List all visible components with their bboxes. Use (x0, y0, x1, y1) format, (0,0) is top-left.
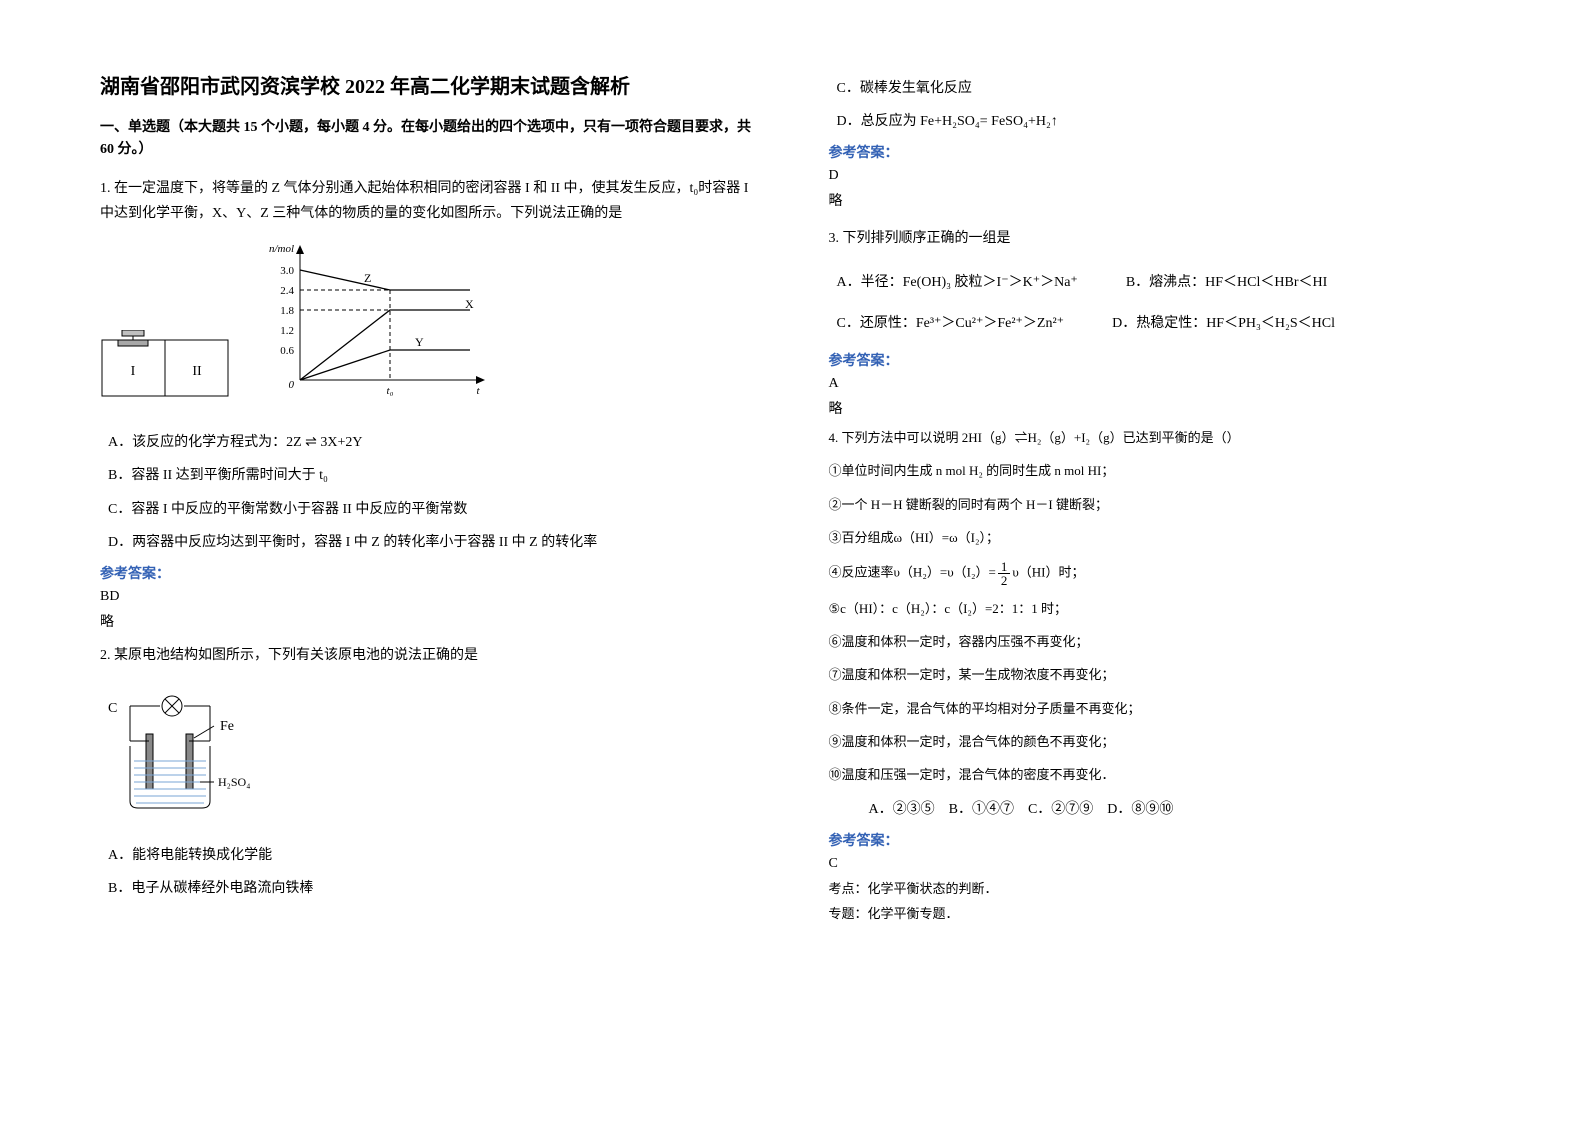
q3-answer-label: 参考答案： (829, 350, 1488, 370)
q1-answer-label: 参考答案： (100, 563, 759, 583)
q4-item-8: ⑧条件一定，混合气体的平均相对分子质量不再变化； (829, 697, 1488, 720)
q4-item-1: ①单位时间内生成 n mol H₂ 的同时生成 n mol HI； (829, 459, 1488, 482)
svg-text:t₀: t₀ (387, 385, 394, 397)
svg-text:t: t (476, 385, 480, 397)
q1-answer: BD (100, 589, 759, 605)
electrode-C-label: C (108, 701, 117, 716)
q1-option-A: A．该反应的化学方程式为：2Z ⇌ 3X+2Y (108, 430, 759, 455)
q2-diagram: C Fe H₂SO₄ (100, 686, 270, 816)
q3-option-A: A．半径：Fe(OH)₃ 胶粒＞I⁻＞K⁺＞Na⁺ (837, 270, 1078, 295)
q4-special: 专题：化学平衡专题． (829, 903, 1488, 922)
q4-frac-bot: 2 (998, 574, 1011, 587)
q2-option-D: D．总反应为 Fe+H₂SO₄= FeSO₄+H₂↑ (837, 109, 1488, 134)
q2-answer: D (829, 168, 1488, 184)
q3-option-C: C．还原性：Fe³⁺＞Cu²⁺＞Fe²⁺＞Zn²⁺ (837, 311, 1065, 336)
q4-item-5: ⑤c（HI）：c（H₂）：c（I₂）=2：1：1 时； (829, 597, 1488, 620)
container-II-label: II (192, 364, 202, 379)
q4-answer-label: 参考答案： (829, 830, 1488, 850)
svg-text:2.4: 2.4 (280, 285, 294, 297)
q1-option-C: C．容器 I 中反应的平衡常数小于容器 II 中反应的平衡常数 (108, 497, 759, 522)
svg-text:0: 0 (289, 379, 295, 391)
electrode-Fe-label: Fe (220, 719, 234, 734)
svg-text:1.8: 1.8 (280, 305, 294, 317)
q4-item-10: ⑩温度和压强一定时，混合气体的密度不再变化． (829, 763, 1488, 786)
q4-item-7: ⑦温度和体积一定时，某一生成物浓度不再变化； (829, 663, 1488, 686)
section-heading: 一、单选题（本大题共 15 个小题，每小题 4 分。在每小题给出的四个选项中，只… (100, 117, 759, 162)
svg-text:Y: Y (415, 335, 424, 349)
q1-figure-row: I II n/mol 3.0 2.4 1.8 1.2 0.6 0 (100, 240, 759, 400)
solution-label: H₂SO₄ (218, 775, 250, 789)
q2-option-A: A．能将电能转换成化学能 (108, 843, 759, 868)
q4-answer: C (829, 856, 1488, 872)
svg-text:Z: Z (364, 271, 371, 285)
q3-option-D: D．热稳定性：HF＜PH₃＜H₂S＜HCl (1112, 311, 1335, 336)
svg-text:n/mol: n/mol (269, 243, 294, 255)
q3-note: 略 (829, 398, 1488, 418)
q3-answer: A (829, 376, 1488, 392)
q4-item-4-pre: ④反应速率υ（H₂）=υ（I₂）= (829, 564, 996, 579)
svg-text:3.0: 3.0 (280, 265, 294, 277)
q3-stem: 3. 下列排列顺序正确的一组是 (829, 226, 1488, 251)
q2-note: 略 (829, 190, 1488, 210)
q1-note: 略 (100, 611, 759, 631)
svg-text:X: X (465, 297, 474, 311)
q4-frac-top: 1 (998, 560, 1011, 574)
q4-item-9: ⑨温度和体积一定时，混合气体的颜色不再变化； (829, 730, 1488, 753)
q1-containers: I II (100, 330, 230, 400)
q2-stem: 2. 某原电池结构如图所示，下列有关该原电池的说法正确的是 (100, 643, 759, 668)
q4-options: A．②③⑤ B．①④⑦ C．②⑦⑨ D．⑧⑨⑩ (869, 797, 1488, 822)
q4-item-2: ②一个 H－H 键断裂的同时有两个 H－I 键断裂； (829, 493, 1488, 516)
q1-stem: 1. 在一定温度下，将等量的 Z 气体分别通入起始体积相同的密闭容器 I 和 I… (100, 176, 759, 226)
q1-option-D: D．两容器中反应均达到平衡时，容器 I 中 Z 的转化率小于容器 II 中 Z … (108, 530, 759, 555)
q4-item-4-post: υ（HI）时； (1012, 564, 1084, 579)
q4-item-3: ③百分组成ω（HI）=ω（I₂）； (829, 526, 1488, 549)
q1-option-B: B．容器 II 达到平衡所需时间大于 t₀ (108, 463, 759, 488)
page-title: 湖南省邵阳市武冈资滨学校 2022 年高二化学期末试题含解析 (100, 70, 759, 99)
q4-item-4: ④反应速率υ（H₂）=υ（I₂）=12υ（HI）时； (829, 560, 1488, 587)
svg-text:1.2: 1.2 (280, 325, 294, 337)
q4-topic: 考点：化学平衡状态的判断． (829, 878, 1488, 897)
q1-chart: n/mol 3.0 2.4 1.8 1.2 0.6 0 Z X Y (260, 240, 490, 400)
q4-stem: 4. 下列方法中可以说明 2HI（g）⇌H₂（g）+I₂（g）已达到平衡的是（） (829, 426, 1488, 449)
q2-answer-label: 参考答案： (829, 142, 1488, 162)
container-I-label: I (131, 364, 136, 379)
q2-option-C: C．碳棒发生氧化反应 (837, 76, 1488, 101)
svg-text:0.6: 0.6 (280, 345, 294, 357)
q4-item-6: ⑥温度和体积一定时，容器内压强不再变化； (829, 630, 1488, 653)
q3-option-B: B．熔沸点：HF＜HCl＜HBr＜HI (1126, 270, 1327, 295)
q2-option-B: B．电子从碳棒经外电路流向铁棒 (108, 876, 759, 901)
